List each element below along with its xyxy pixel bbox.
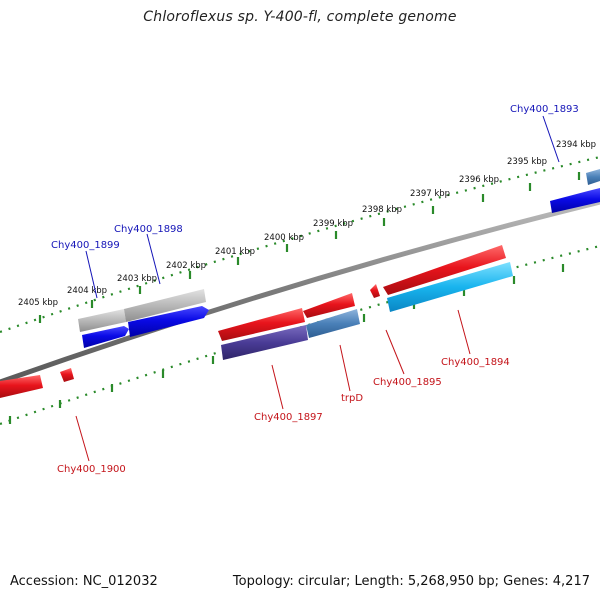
gene-label-chy400-1900[interactable]: Chy400_1900 (57, 464, 126, 475)
outer-ruler-ticks (38, 172, 581, 323)
gene-trpd-band[interactable] (306, 309, 360, 338)
gene-small-red-marker-2[interactable] (370, 284, 380, 298)
tick-label: 2402 kbp (166, 261, 206, 271)
leader-lines (75, 115, 560, 462)
gene-chy400-1899-pseudo[interactable] (78, 309, 126, 332)
tick-label: 2403 kbp (117, 274, 157, 284)
gene-label-trpd[interactable]: trpD (341, 393, 363, 404)
gene-chy400-1893-arrow[interactable] (550, 188, 600, 213)
tick-label: 2397 kbp (410, 189, 450, 199)
gene-label-chy400-1897[interactable]: Chy400_1897 (254, 412, 323, 423)
gene-label-chy400-1895[interactable]: Chy400_1895 (373, 377, 442, 388)
tick-label: 2394 kbp (556, 140, 596, 150)
gene-small-red-marker[interactable] (60, 368, 74, 382)
gene-label-chy400-1894[interactable]: Chy400_1894 (441, 357, 510, 368)
ruler-labels: 2405 kbp 2404 kbp 2403 kbp 2402 kbp 2401… (18, 140, 596, 308)
tick-label: 2401 kbp (215, 247, 255, 257)
gene-chy400-1893-pseudo[interactable] (586, 169, 600, 185)
genome-summary-text: Topology: circular; Length: 5,268,950 bp… (232, 574, 590, 589)
accession-text: Accession: NC_012032 (10, 574, 158, 589)
gene-chy400-1900-arrow[interactable] (0, 375, 43, 398)
gene-trpd-arrow[interactable] (303, 293, 355, 318)
tick-label: 2395 kbp (507, 157, 547, 167)
gene-label-chy400-1898[interactable]: Chy400_1898 (114, 224, 183, 235)
gene-chy400-1894-band[interactable] (387, 262, 513, 312)
gene-chy400-1898-arrow[interactable] (128, 306, 209, 337)
gene-chy400-1899-arrow[interactable] (82, 326, 129, 348)
genome-backbone (0, 199, 600, 385)
gene-label-chy400-1893[interactable]: Chy400_1893 (510, 104, 579, 115)
tick-label: 2399 kbp (313, 219, 353, 229)
gene-chy400-1897-arrow[interactable] (218, 308, 305, 341)
gene-chy400-1898-pseudo[interactable] (124, 289, 206, 322)
tick-label: 2405 kbp (18, 298, 58, 308)
tick-label: 2396 kbp (459, 175, 499, 185)
gene-chy400-1895-arrow[interactable] (383, 245, 506, 295)
map-title: Chloroflexus sp. Y-400-fl, complete geno… (143, 9, 457, 25)
tick-label: 2404 kbp (67, 286, 107, 296)
gene-chy400-1897-band[interactable] (221, 325, 308, 360)
tick-label: 2400 kbp (264, 233, 304, 243)
tick-label: 2398 kbp (362, 205, 402, 215)
gene-label-chy400-1899[interactable]: Chy400_1899 (51, 240, 120, 251)
